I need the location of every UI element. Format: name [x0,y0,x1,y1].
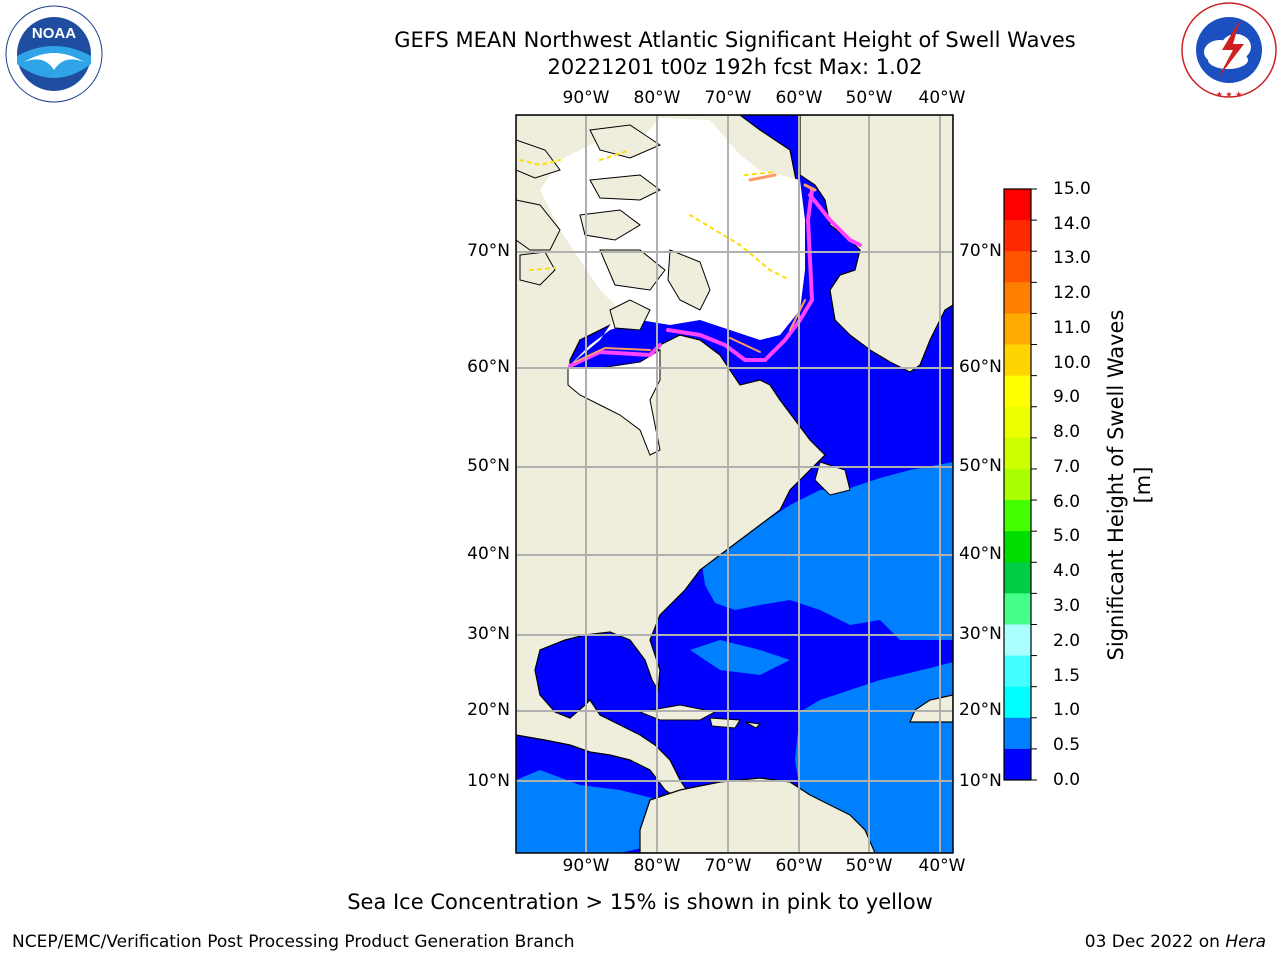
lon-label-bottom: 80°W [633,856,681,876]
colorbar-segment [1004,282,1031,314]
lon-label-bottom: 70°W [704,856,752,876]
island-1 [516,139,561,179]
colorbar-segment [1004,251,1031,283]
svg-text:★ ★ ★: ★ ★ ★ [1216,90,1243,99]
colorbar-frame [1003,188,1032,781]
island-hispaniola [709,717,741,729]
colorbar-tick: 12.0 [1053,283,1091,303]
nws-logo: ★ ★ ★ [1178,0,1280,100]
ocean-layer-mid-patch [690,640,790,675]
island-newfoundland [814,461,851,496]
lon-label-top: 50°W [845,88,893,108]
colorbar-tick: 6.0 [1053,492,1081,512]
colorbar-tick: 2.0 [1053,631,1081,651]
colorbar-tick: 11.0 [1053,318,1091,338]
lon-label-bottom: 40°W [918,856,966,876]
colorbar-tick: 8.0 [1053,422,1081,442]
lat-label-right: 30°N [959,624,1002,644]
island-8 [609,299,651,331]
colorbar-tick: 15.0 [1053,179,1091,199]
map-gridlines [516,115,953,853]
ocean-layer-mid-pacific [516,770,680,853]
noaa-logo-text: NOAA [32,25,76,42]
colorbar-segment [1004,189,1031,221]
baffin-island [667,249,711,311]
colorbar-tick: 14.0 [1053,214,1091,234]
lat-label-left: 50°N [467,456,510,476]
footer-host: Hera [1225,932,1266,952]
noaa-logo: NOAA [4,4,104,104]
colorbar-segment [1004,717,1031,750]
colorbar-tick: 13.0 [1053,248,1091,268]
colorbar-segment [1004,531,1031,563]
colorbar-segment [1004,313,1031,346]
footer-date-text: 03 Dec 2022 on [1084,932,1226,952]
colorbar-segment [1004,686,1031,719]
colorbar-tick: 10.0 [1053,353,1091,373]
lon-label-top: 60°W [775,88,823,108]
lon-label-bottom: 60°W [775,856,823,876]
lat-label-right: 10°N [959,771,1002,791]
colorbar-segment [1004,344,1031,377]
chart-subtitle: 20221201 t00z 192h fcst Max: 1.02 [547,55,923,79]
island-2 [516,199,561,251]
lon-label-bottom: 90°W [562,856,610,876]
colorbar-tick: 7.0 [1053,457,1081,477]
colorbar-tick: 0.5 [1053,735,1081,755]
lat-label-left: 30°N [467,624,510,644]
lat-label-left: 10°N [467,771,510,791]
island-5 [579,209,641,241]
colorbar-segment [1004,220,1031,252]
colorbar-tick: 9.0 [1053,387,1081,407]
lon-label-top: 90°W [562,88,610,108]
colorbar-segment [1004,468,1031,501]
colorbar-segment [1004,748,1031,781]
colorbar-segment [1004,562,1031,594]
land-africa [909,694,953,723]
lon-label-top: 70°W [704,88,752,108]
colorbar-segment [1004,593,1031,625]
footer-date: 03 Dec 2022 on Hera [1085,932,1266,952]
lon-label-top: 80°W [633,88,681,108]
lat-label-left: 60°N [467,357,510,377]
colorbar-label: Significant Height of Swell Waves [m] [1104,309,1155,661]
lat-label-left: 40°N [467,544,510,564]
island-4 [589,174,661,201]
lon-label-bottom: 50°W [845,856,893,876]
island-puerto-rico [744,721,762,729]
land-greenland [799,115,953,373]
island-7 [589,124,662,159]
colorbar-tick: 4.0 [1053,561,1081,581]
colorbar [1004,188,1037,781]
colorbar-segment [1004,500,1031,532]
colorbar-segment [1004,437,1031,470]
lat-label-left: 70°N [467,241,510,261]
colorbar-tick: 3.0 [1053,596,1081,616]
colorbar-tick: 1.0 [1053,700,1081,720]
caption: Sea Ice Concentration > 15% is shown in … [347,890,933,914]
map-frame [515,114,954,854]
chart-title: GEFS MEAN Northwest Atlantic Significant… [394,28,1076,52]
colorbar-tick: 0.0 [1053,770,1081,790]
footer-credit: NCEP/EMC/Verification Post Processing Pr… [12,932,575,952]
colorbar-segment [1004,624,1031,657]
colorbar-tick: 5.0 [1053,526,1081,546]
lat-label-right: 40°N [959,544,1002,564]
lat-label-right: 60°N [959,357,1002,377]
lat-label-left: 20°N [467,700,510,720]
colorbar-segment [1004,406,1031,439]
lon-label-top: 40°W [918,88,966,108]
lat-label-right: 50°N [959,456,1002,476]
lat-label-right: 20°N [959,700,1002,720]
colorbar-segment [1004,655,1031,688]
ocean-layer-mid [700,462,953,853]
colorbar-tick: 1.5 [1053,666,1081,686]
lat-label-right: 70°N [959,241,1002,261]
colorbar-segment [1004,375,1031,408]
